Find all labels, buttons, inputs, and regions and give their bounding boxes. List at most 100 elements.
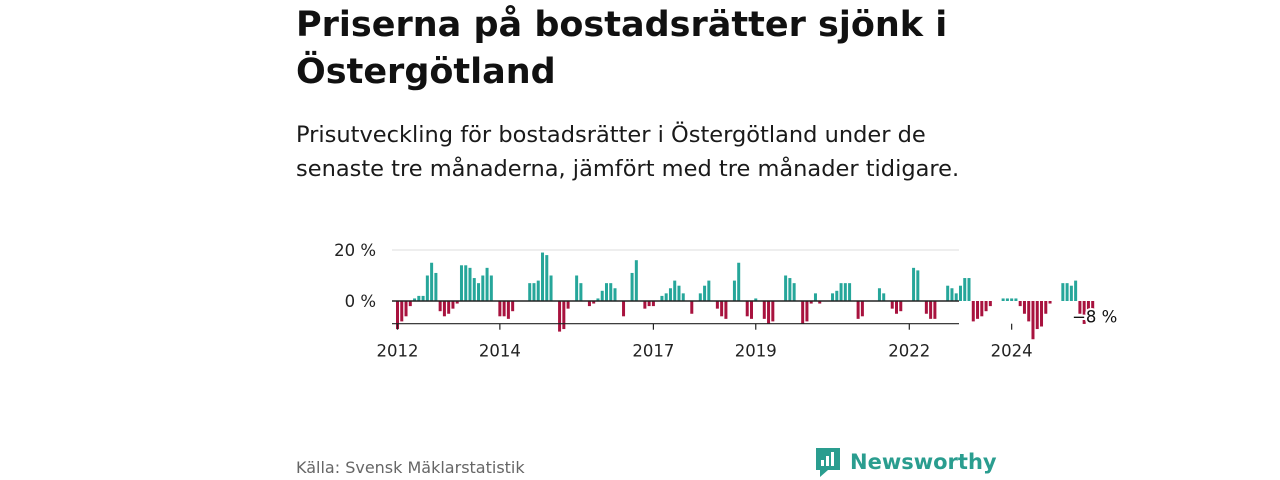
bar (839, 283, 843, 301)
bar (698, 293, 702, 301)
bar (813, 293, 817, 301)
bar (536, 280, 540, 301)
bar (1010, 298, 1014, 301)
bar (413, 298, 417, 301)
bar (511, 301, 515, 312)
bar (459, 265, 463, 301)
bar (455, 301, 459, 304)
bar (963, 278, 967, 301)
bar (720, 301, 724, 317)
bar (856, 301, 860, 319)
bar (1018, 301, 1022, 307)
bar (843, 283, 847, 301)
bar (809, 301, 813, 304)
bar (690, 301, 694, 314)
bar (1044, 301, 1048, 314)
bar (1048, 301, 1052, 304)
bar (498, 301, 502, 317)
bar (1069, 285, 1073, 301)
bar (622, 301, 626, 317)
bar (660, 295, 664, 301)
chart-labels: 0 % 20 % 2012 2014 2017 2019 2022 2024 −8 % (334, 241, 1119, 361)
bar (749, 301, 753, 319)
bar (877, 288, 881, 301)
x-tick-label-2014: 2014 (479, 342, 521, 361)
newsworthy-brand[interactable]: Newsworthy (814, 446, 997, 478)
bar (528, 283, 532, 301)
bar (988, 301, 992, 307)
bar (933, 301, 937, 319)
bar (464, 265, 468, 301)
bar (485, 267, 489, 301)
bar (762, 301, 766, 319)
bar (831, 293, 835, 301)
brand-name: Newsworthy (850, 450, 997, 474)
bar (532, 283, 536, 301)
bar (703, 285, 707, 301)
bar (771, 301, 775, 322)
bar (929, 301, 933, 319)
bar (430, 262, 434, 301)
bar (604, 283, 608, 301)
bar (434, 272, 438, 301)
bar (732, 280, 736, 301)
bar (651, 301, 655, 307)
price-change-bar-chart: 0 % 20 % 2012 2014 2017 2019 2022 2024 −8 % (334, 241, 1119, 361)
bar (912, 267, 916, 301)
bar (545, 255, 549, 301)
bar (954, 293, 958, 301)
bar (1061, 283, 1065, 301)
bar (745, 301, 749, 317)
bar (549, 275, 553, 301)
bar (805, 301, 809, 322)
bar (468, 267, 472, 301)
bar (609, 283, 613, 301)
bar (1035, 301, 1039, 330)
bar (673, 280, 677, 301)
bar (767, 301, 771, 324)
bar (396, 301, 399, 330)
bar (447, 301, 451, 314)
chart-bars (396, 252, 1095, 340)
bar (579, 283, 583, 301)
bar (566, 301, 570, 309)
y-tick-label-0: 0 % (345, 292, 376, 311)
chart-subtitle: Prisutveckling för bostadsrätter i Öster… (296, 122, 960, 182)
latest-value-annotation: −8 % (1072, 308, 1117, 327)
bar (592, 301, 596, 304)
bar (408, 301, 412, 307)
bar (715, 301, 719, 309)
bar (707, 280, 711, 301)
bar (1086, 301, 1090, 322)
bar (848, 283, 852, 301)
x-tick-label-2012: 2012 (377, 342, 419, 361)
chart-title: Priserna på bostadsrätter sjönk i Österg… (296, 5, 948, 92)
bar (596, 298, 600, 301)
source-note: Källa: Svensk Mäklarstatistik (296, 458, 525, 477)
bar (1065, 283, 1069, 301)
bar (916, 270, 920, 301)
bar (792, 283, 796, 301)
bar (417, 295, 421, 301)
bar (506, 301, 510, 319)
bar (976, 301, 980, 319)
bar (558, 301, 562, 332)
bar (664, 293, 668, 301)
y-tick-label-20: 20 % (334, 241, 376, 260)
bar (801, 301, 805, 324)
bar (400, 301, 404, 322)
bar (1005, 298, 1009, 301)
x-tick-label-2017: 2017 (632, 342, 674, 361)
bar (958, 285, 962, 301)
bar (984, 301, 988, 312)
x-tick-label-2019: 2019 (735, 342, 777, 361)
bar (600, 290, 604, 301)
bar (1001, 298, 1005, 301)
bar (421, 295, 425, 301)
bar (489, 275, 493, 301)
bar (630, 272, 634, 301)
bar (575, 275, 579, 301)
bar (890, 301, 894, 309)
bar (1022, 301, 1026, 314)
bar (895, 301, 899, 314)
